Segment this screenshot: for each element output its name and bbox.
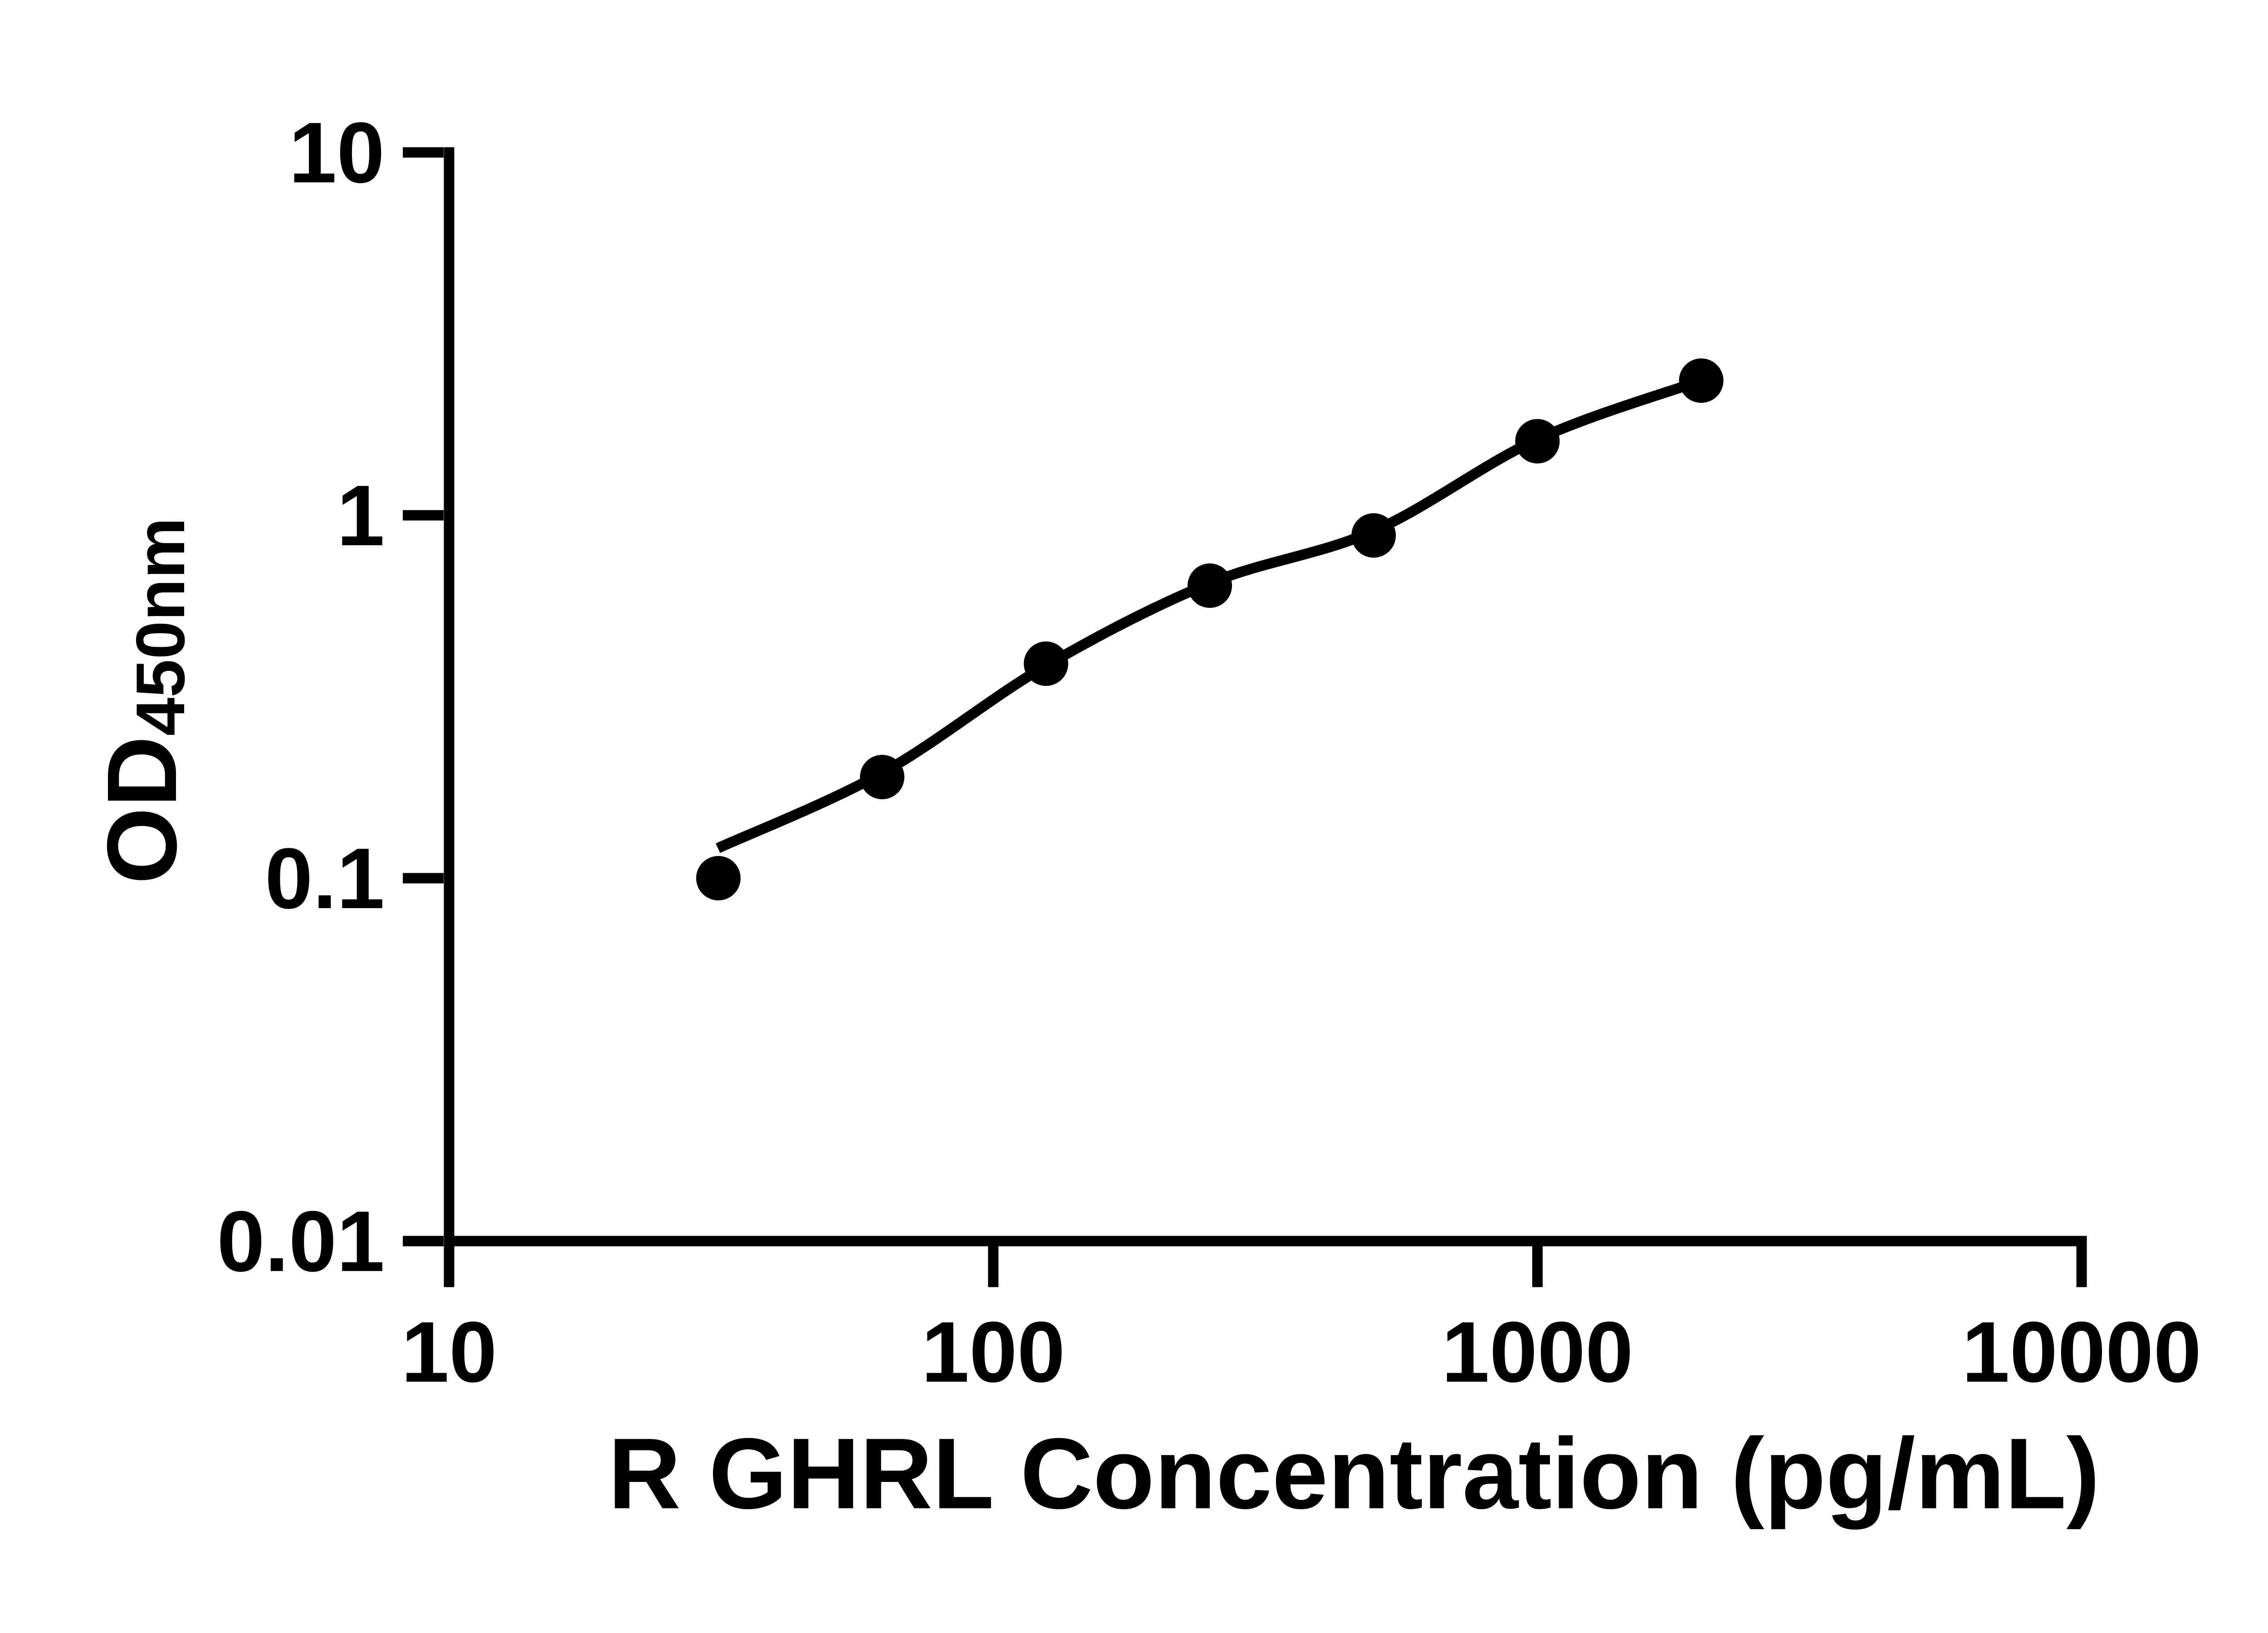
data-point-500 xyxy=(1351,513,1396,558)
data-point-125 xyxy=(1024,641,1068,686)
x-tick-mark-100 xyxy=(988,1246,999,1287)
y-tick-mark-10 xyxy=(403,147,444,158)
x-axis-line xyxy=(444,1236,2087,1247)
x-tick-label-10000: 10000 xyxy=(1962,1304,2201,1400)
y-tick-mark-1 xyxy=(403,510,444,521)
y-axis-line xyxy=(444,147,455,1247)
y-tick-mark-0.1 xyxy=(403,873,444,884)
y-axis-title-subscript: 450nm xyxy=(122,518,199,736)
data-point-250 xyxy=(1188,563,1232,608)
y-tick-label-1: 1 xyxy=(337,468,385,564)
x-tick-label-10: 10 xyxy=(401,1304,497,1400)
data-point-2000 xyxy=(1679,358,1724,403)
x-tick-mark-10000 xyxy=(2076,1246,2087,1287)
data-point-62.5 xyxy=(860,755,904,799)
y-tick-label-0.1: 0.1 xyxy=(265,831,385,927)
data-points-group xyxy=(696,358,1724,900)
x-tick-label-100: 100 xyxy=(921,1304,1065,1400)
y-tick-mark-0.01 xyxy=(403,1236,444,1247)
y-tick-label-10: 10 xyxy=(289,105,385,201)
x-tick-mark-1000 xyxy=(1532,1246,1543,1287)
x-tick-mark-10 xyxy=(444,1246,455,1287)
y-axis-title: OD450nm xyxy=(87,518,199,885)
data-point-1000 xyxy=(1515,419,1560,464)
y-tick-label-0.01: 0.01 xyxy=(217,1193,385,1290)
x-axis-title: R GHRL Concentration (pg/mL) xyxy=(608,1418,2100,1530)
x-tick-label-1000: 1000 xyxy=(1442,1304,1633,1400)
data-point-31.25 xyxy=(696,856,741,900)
y-axis-title-main: OD xyxy=(87,736,197,884)
